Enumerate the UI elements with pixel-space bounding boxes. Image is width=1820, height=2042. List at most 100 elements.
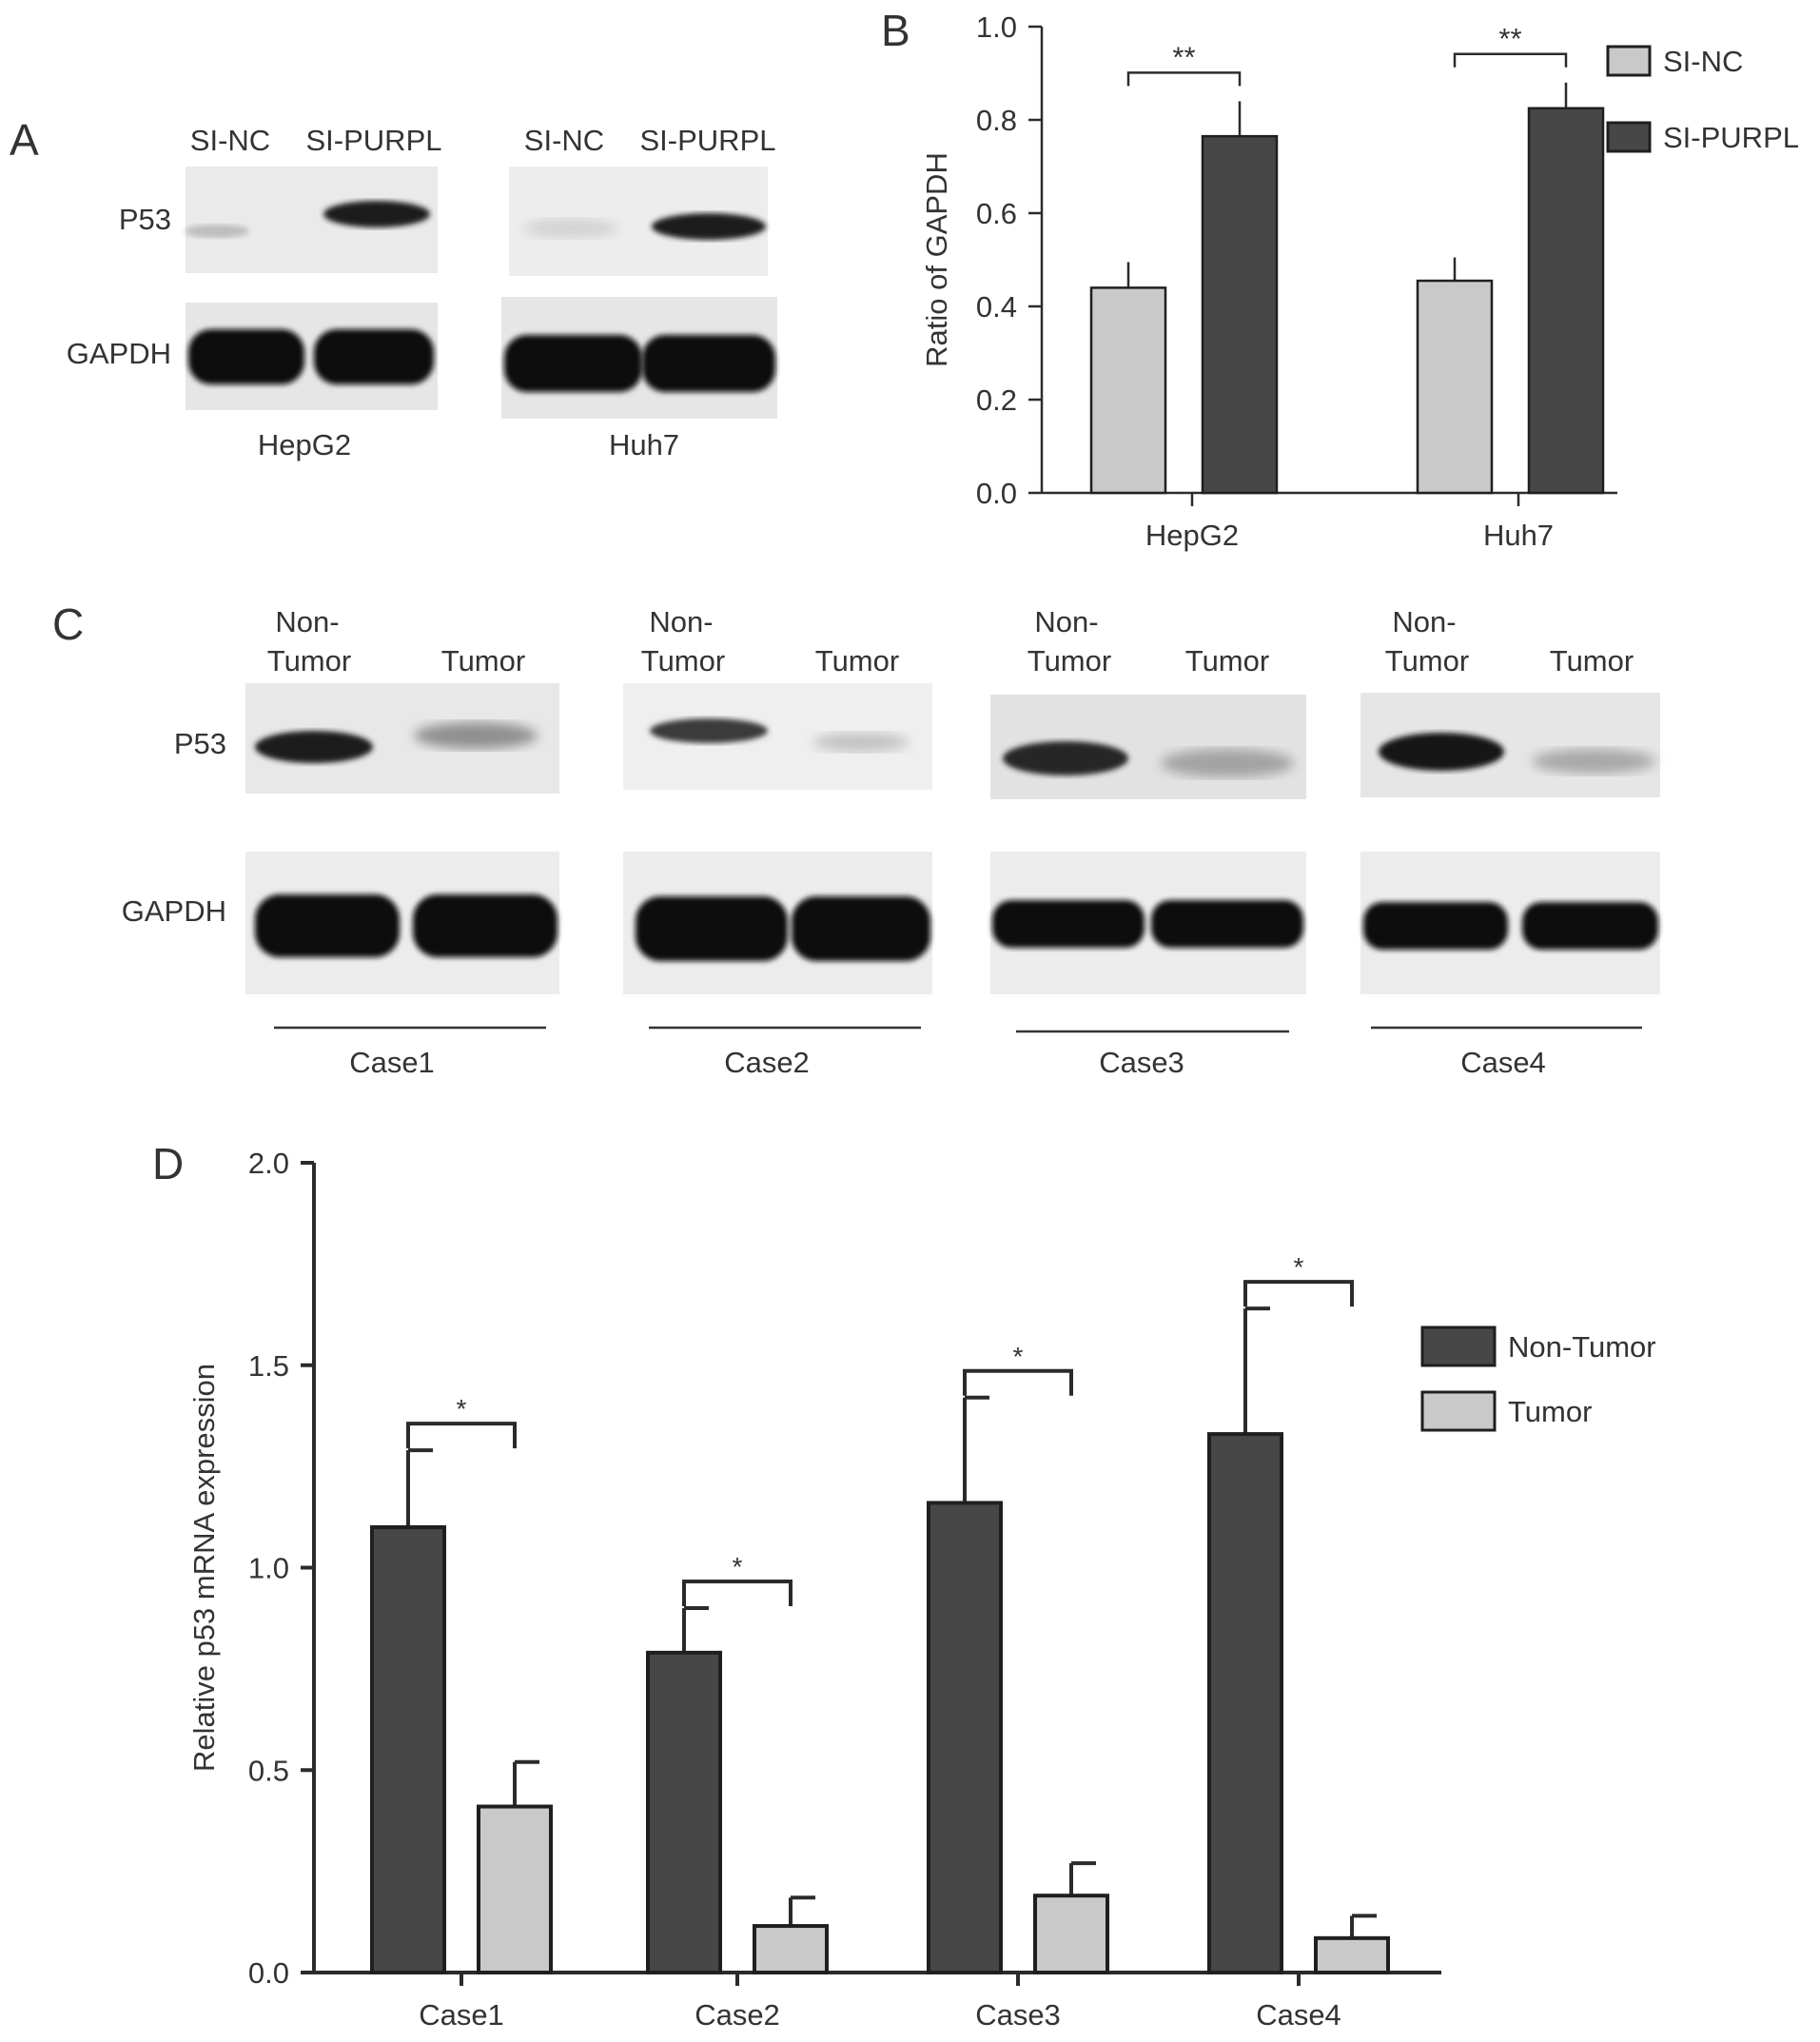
undefined-y-tick-label: 0.6 — [976, 197, 1017, 230]
undefined-legend-swatch — [1420, 1390, 1497, 1432]
blot-a-hepg2-gapdh-band-si-purpl — [314, 329, 434, 384]
panel-d: D 0.0 0.5 1.0 1.5 2.0 Relative p53 mRNA expre… — [152, 1139, 1656, 2032]
undefined-bar-si-nc-huh7 — [1416, 279, 1494, 495]
blot-c-case3-gapdh-band-non-tumor — [992, 900, 1145, 948]
panel-c-case1: Non- Tumor Tumor Case1 — [245, 605, 559, 1079]
blot-a-huh7-gapdh-band-si-purpl — [642, 335, 775, 392]
undefined-bar-tumor-case3 — [1033, 1894, 1109, 1975]
panel-d-letter: D — [152, 1139, 184, 1188]
undefined-x-tick-label: Huh7 — [1483, 519, 1554, 552]
case4-caption: Case4 — [1460, 1046, 1546, 1079]
blot-c-case1-gapdh-band-tumor — [413, 894, 558, 957]
panel-c-case4: Non- Tumor Tumor Case4 — [1360, 605, 1660, 1079]
blot-c-case4-gapdh-band-non-tumor — [1363, 902, 1508, 950]
undefined-y-tick-label: 1.0 — [248, 1552, 289, 1585]
case2-header-non-line2: Tumor — [641, 644, 725, 677]
undefined-bar-tumor-case2 — [753, 1924, 829, 1975]
undefined-y-axis-label: Relative p53 mRNA expression — [187, 1364, 221, 1772]
blot-c-case2-p53-band-tumor — [813, 733, 909, 752]
case4-header-tumor: Tumor — [1550, 644, 1634, 677]
panel-c-letter: C — [52, 599, 84, 649]
panel-c-case3: Non- Tumor Tumor Case3 — [990, 605, 1306, 1079]
panel-a-hepg2-lane-label-1: SI-NC — [190, 124, 270, 157]
undefined-bar-non-tumor-case1 — [370, 1524, 446, 1974]
undefined-significance-bracket — [1243, 1280, 1354, 1307]
blot-c-case3-p53-band-non-tumor — [1003, 741, 1128, 776]
undefined-significance-label: ** — [1172, 40, 1195, 73]
panel-b-letter: B — [881, 6, 910, 55]
case1-header-tumor: Tumor — [441, 644, 525, 677]
case1-header-non-line1: Non- — [275, 605, 339, 638]
undefined-significance-label: * — [1013, 1342, 1024, 1371]
blot-c-case2-gapdh-band-tumor — [792, 896, 930, 961]
undefined-y-tick-label: 1.5 — [248, 1349, 289, 1383]
case2-header-non-line1: Non- — [649, 605, 713, 638]
undefined-bar-tumor-case4 — [1314, 1935, 1390, 1975]
blot-a-hepg2-gapdh-band-si-nc — [188, 329, 304, 384]
undefined-x-tick-label: Case1 — [419, 1998, 504, 2032]
chart-d: 0.0 0.5 1.0 1.5 2.0 Relative p53 mRNA express… — [187, 1147, 1656, 2032]
undefined-legend-label: SI-PURPL — [1663, 121, 1799, 154]
undefined-bar-non-tumor-case3 — [927, 1501, 1003, 1975]
panel-c-row-label-gapdh: GAPDH — [122, 894, 226, 928]
case3-header-non-line2: Tumor — [1027, 644, 1111, 677]
undefined-significance-bracket — [1453, 52, 1568, 68]
panel-c-case2: Non- Tumor Tumor Case2 — [623, 605, 932, 1079]
undefined-y-tick-label: 1.0 — [976, 10, 1017, 44]
blot-c-case1-p53-band-non-tumor — [255, 731, 373, 763]
undefined-bar-tumor-case1 — [477, 1804, 553, 1975]
blot-a-hepg2-p53-band-si-nc — [185, 225, 249, 238]
undefined-significance-label: ** — [1498, 22, 1521, 55]
undefined-legend-label: Tumor — [1508, 1395, 1592, 1428]
undefined-y-tick-label: 0.8 — [976, 104, 1017, 137]
panel-a-huh7-lane-label-2: SI-PURPL — [640, 124, 776, 157]
blot-c-case3-p53-band-tumor — [1161, 749, 1294, 777]
case2-caption: Case2 — [724, 1046, 810, 1079]
blot-c-case3-gapdh-band-tumor — [1151, 900, 1303, 948]
undefined-significance-bracket — [1126, 71, 1242, 87]
undefined-y-tick-label: 0.5 — [248, 1754, 289, 1787]
undefined-x-tick-label: Case4 — [1256, 1998, 1341, 2032]
case1-header-non-line2: Tumor — [267, 644, 351, 677]
panel-a-huh7-lane-label-1: SI-NC — [524, 124, 604, 157]
undefined-y-tick-label: 0.4 — [976, 290, 1017, 324]
panel-c-row-label-p53: P53 — [174, 727, 226, 760]
blot-c-case4-p53-band-tumor — [1532, 749, 1655, 774]
chart-b: 0.0 0.2 0.4 0.6 0.8 1.0 Ratio of GAPDH HepG2 ** H… — [920, 10, 1799, 552]
undefined-significance-label: * — [733, 1552, 743, 1581]
blot-c-case4-p53-band-non-tumor — [1379, 733, 1504, 771]
undefined-legend-swatch — [1606, 121, 1652, 153]
blot-a-hepg2-p53-band-si-purpl — [323, 201, 430, 227]
undefined-legend-label: Non-Tumor — [1508, 1330, 1656, 1364]
undefined-y-tick-label: 2.0 — [248, 1147, 289, 1180]
undefined-bar-si-purpl-huh7 — [1527, 107, 1605, 495]
panel-a-row-label-p53: P53 — [119, 203, 171, 236]
undefined-bar-si-nc-hepg2 — [1089, 286, 1167, 495]
blot-a-huh7-p53-band-si-purpl — [652, 213, 766, 240]
undefined-x-tick-label: Case3 — [975, 1998, 1061, 2032]
undefined-y-tick-label: 0.0 — [248, 1956, 289, 1990]
blot-c-case1-gapdh-band-non-tumor — [255, 894, 400, 957]
blot-a-huh7-p53-band-si-nc — [523, 219, 618, 238]
undefined-y-tick-label: 0.2 — [976, 383, 1017, 417]
case1-caption: Case1 — [349, 1046, 435, 1079]
blot-c-case2-gapdh-band-non-tumor — [636, 896, 788, 961]
undefined-legend-label: SI-NC — [1663, 45, 1743, 78]
case3-caption: Case3 — [1099, 1046, 1184, 1079]
blot-a-huh7-gapdh-band-si-nc — [504, 335, 642, 392]
case3-header-non-line1: Non- — [1034, 605, 1098, 638]
undefined-significance-bracket — [682, 1580, 793, 1607]
undefined-significance-bracket — [963, 1368, 1073, 1396]
panel-c: C P53 GAPDH Non- Tumor Tumor Case1 Non- … — [52, 599, 1660, 1079]
blot-c-case4-gapdh-band-tumor — [1522, 902, 1658, 950]
undefined-legend-swatch — [1420, 1325, 1497, 1367]
undefined-y-axis-label: Ratio of GAPDH — [920, 152, 953, 367]
undefined-bar-si-purpl-hepg2 — [1201, 134, 1279, 495]
undefined-significance-label: * — [457, 1394, 467, 1424]
blot-c-case2-p53-band-non-tumor — [650, 718, 768, 743]
undefined-bar-non-tumor-case2 — [646, 1650, 722, 1974]
panel-a-caption-hepg2: HepG2 — [258, 428, 351, 461]
case4-header-non-line1: Non- — [1392, 605, 1456, 638]
case2-header-tumor: Tumor — [815, 644, 899, 677]
